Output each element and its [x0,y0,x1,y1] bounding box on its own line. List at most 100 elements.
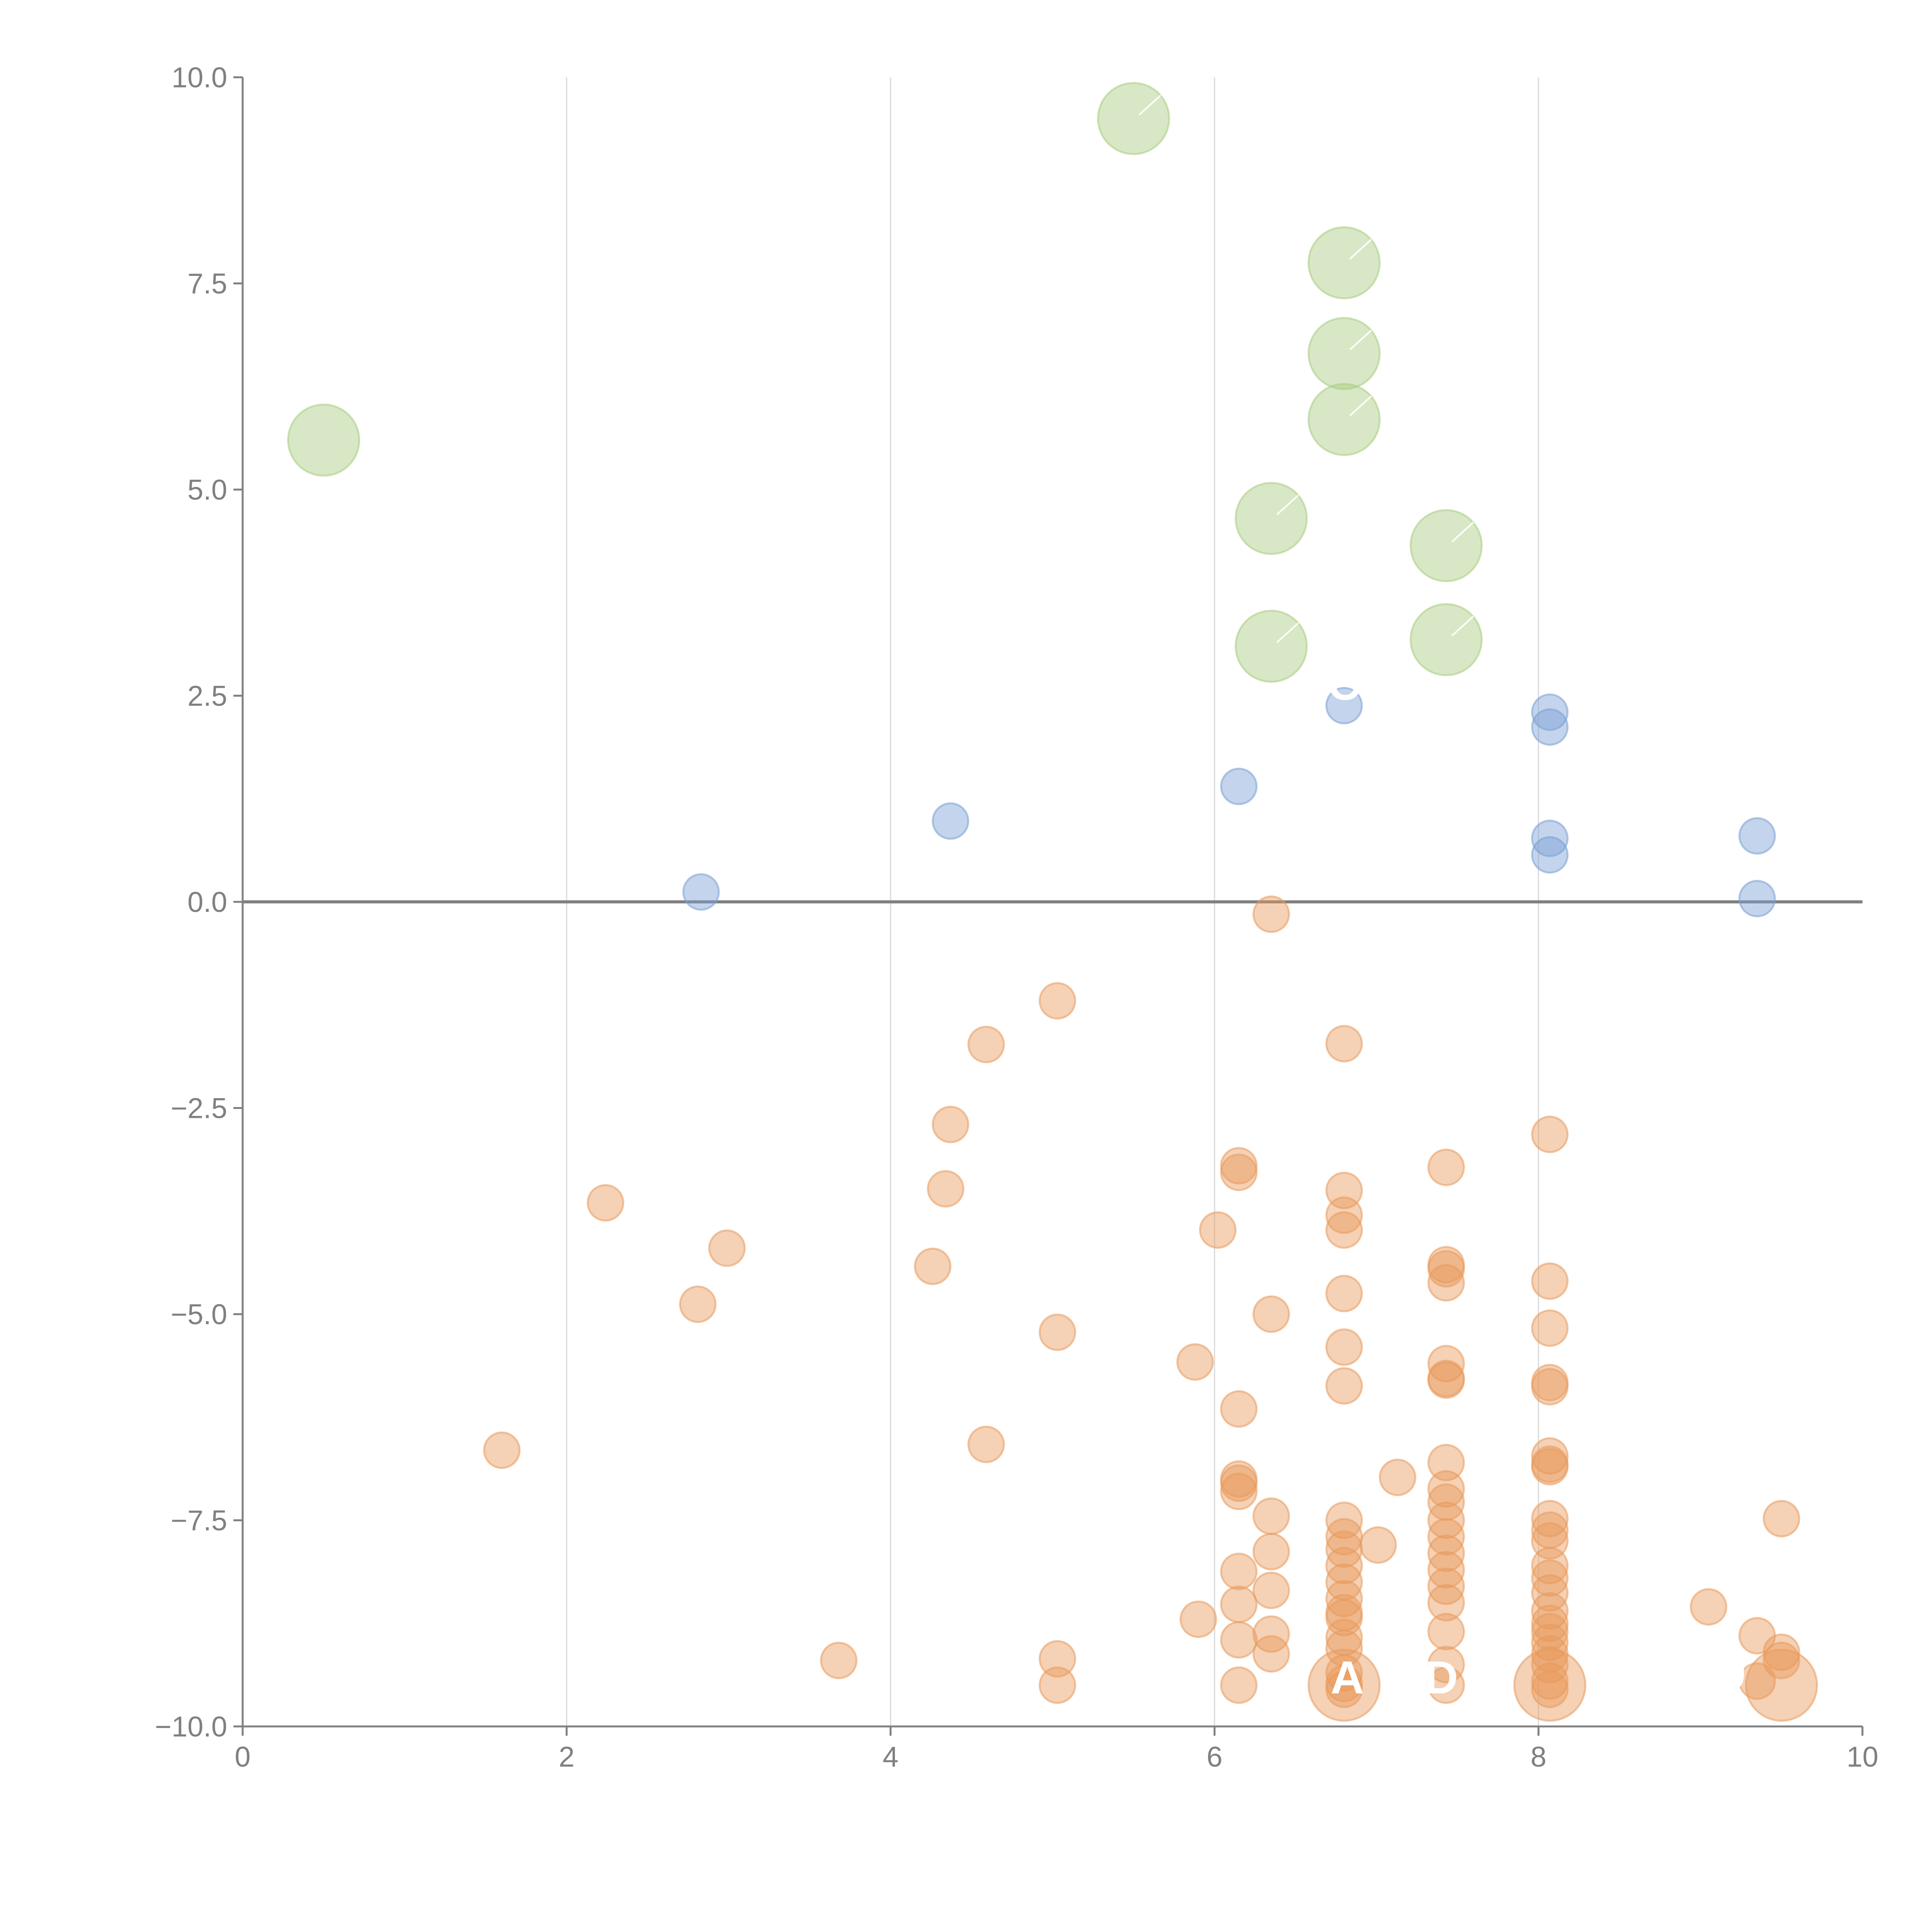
x-tick-label: 4 [883,1741,898,1773]
point-blue [1325,687,1363,724]
point-orange [1220,1621,1258,1659]
y-tick-label: 7.5 [187,268,227,300]
y-tick-label: 5.0 [187,474,227,506]
data-points [287,82,1818,1722]
point-orange-large [1513,1648,1587,1722]
leader-line [1451,616,1474,636]
point-orange [1531,1309,1569,1347]
point-orange [1531,1448,1569,1486]
point-orange [1427,1584,1465,1622]
point-orange [587,1184,624,1222]
point-orange [1427,1666,1465,1704]
annotation-label: 9 [1720,1648,1746,1699]
point-orange [1762,1633,1800,1671]
point-green [1308,226,1381,299]
point-orange [708,1229,746,1267]
point-orange [1220,1553,1258,1590]
point-orange [1762,1500,1800,1537]
point-orange-large [1308,1648,1381,1722]
point-orange [1427,1345,1465,1383]
point-orange [1252,895,1290,933]
point-green [1235,609,1308,683]
point-orange [1252,1615,1290,1653]
point-orange [1531,1116,1569,1153]
point-orange [1531,1604,1569,1642]
point-orange [1039,1640,1077,1678]
point-orange [1531,1559,1569,1597]
x-tick-label: 10 [1847,1741,1878,1773]
point-orange [679,1285,717,1323]
point-orange [1531,1592,1569,1630]
leader-line [1349,330,1372,350]
point-orange [1531,1662,1569,1700]
point-orange [1325,1025,1363,1063]
y-tick-label: −10.0 [155,1711,227,1743]
point-orange [1039,1313,1077,1351]
point-orange [1252,1635,1290,1673]
point-orange [1531,1368,1569,1406]
point-orange [483,1431,521,1469]
point-orange [1220,1585,1258,1623]
point-orange [967,1425,1005,1463]
point-orange [1531,1547,1569,1585]
point-orange [1325,1275,1363,1313]
point-orange [1199,1211,1237,1249]
point-blue [1220,767,1258,805]
point-orange [914,1247,952,1285]
leader-line [1349,396,1372,417]
point-orange [1325,1599,1363,1636]
point-blue [682,873,720,911]
point-orange [1220,1390,1258,1428]
point-orange [1531,1500,1569,1537]
point-orange [1325,1502,1363,1539]
annotations: C A D 9 [1139,95,1746,1704]
point-orange [1690,1588,1728,1626]
leader-line [1451,522,1474,543]
axes: 10.0 7.5 5.0 2.5 0.0 −2.5 −5.0 −7.5 −10.00 2 4 6 8 10 [155,61,1878,1773]
point-green [1410,509,1483,582]
point-blue [1738,817,1776,855]
leader-line [1276,622,1299,643]
point-orange [1427,1551,1465,1589]
point-orange [1252,1497,1290,1535]
point-orange [1427,1646,1465,1684]
y-tick-label: 0.0 [187,886,227,918]
point-green [1097,82,1170,155]
point-orange [1325,1530,1363,1568]
point-orange [1427,1361,1465,1399]
point-orange [1220,1153,1258,1191]
point-orange [1427,1264,1465,1302]
annotation-label: D [1425,1652,1458,1704]
point-orange [1325,1211,1363,1249]
point-orange [1176,1343,1214,1381]
leader-line [1139,95,1161,116]
point-orange [1325,1328,1363,1366]
x-tick-label: 0 [235,1741,250,1773]
point-orange [1325,1670,1363,1708]
point-blue [1531,693,1569,731]
annotation-label: C [1327,658,1361,710]
point-blue [1531,836,1569,874]
point-green [1308,317,1381,390]
y-tick-label: 2.5 [187,680,227,712]
annotation-label: A [1331,1652,1364,1704]
point-orange [967,1026,1005,1063]
x-tick-label: 8 [1531,1741,1546,1773]
point-blue [1531,708,1569,746]
point-orange [1325,1580,1363,1617]
point-orange [1427,1148,1465,1186]
leader-line [1276,495,1299,515]
point-orange [1427,1470,1465,1508]
point-orange [1359,1526,1397,1564]
y-tick-label: −2.5 [171,1092,227,1124]
point-blue [1531,820,1569,857]
point-orange [1252,1295,1290,1333]
point-orange [1325,1367,1363,1405]
y-tick-label: −5.0 [171,1298,227,1330]
point-orange [1220,1666,1258,1704]
point-blue [1738,879,1776,917]
point-green [1410,603,1483,676]
point-orange [820,1641,858,1679]
point-green [1308,383,1381,456]
